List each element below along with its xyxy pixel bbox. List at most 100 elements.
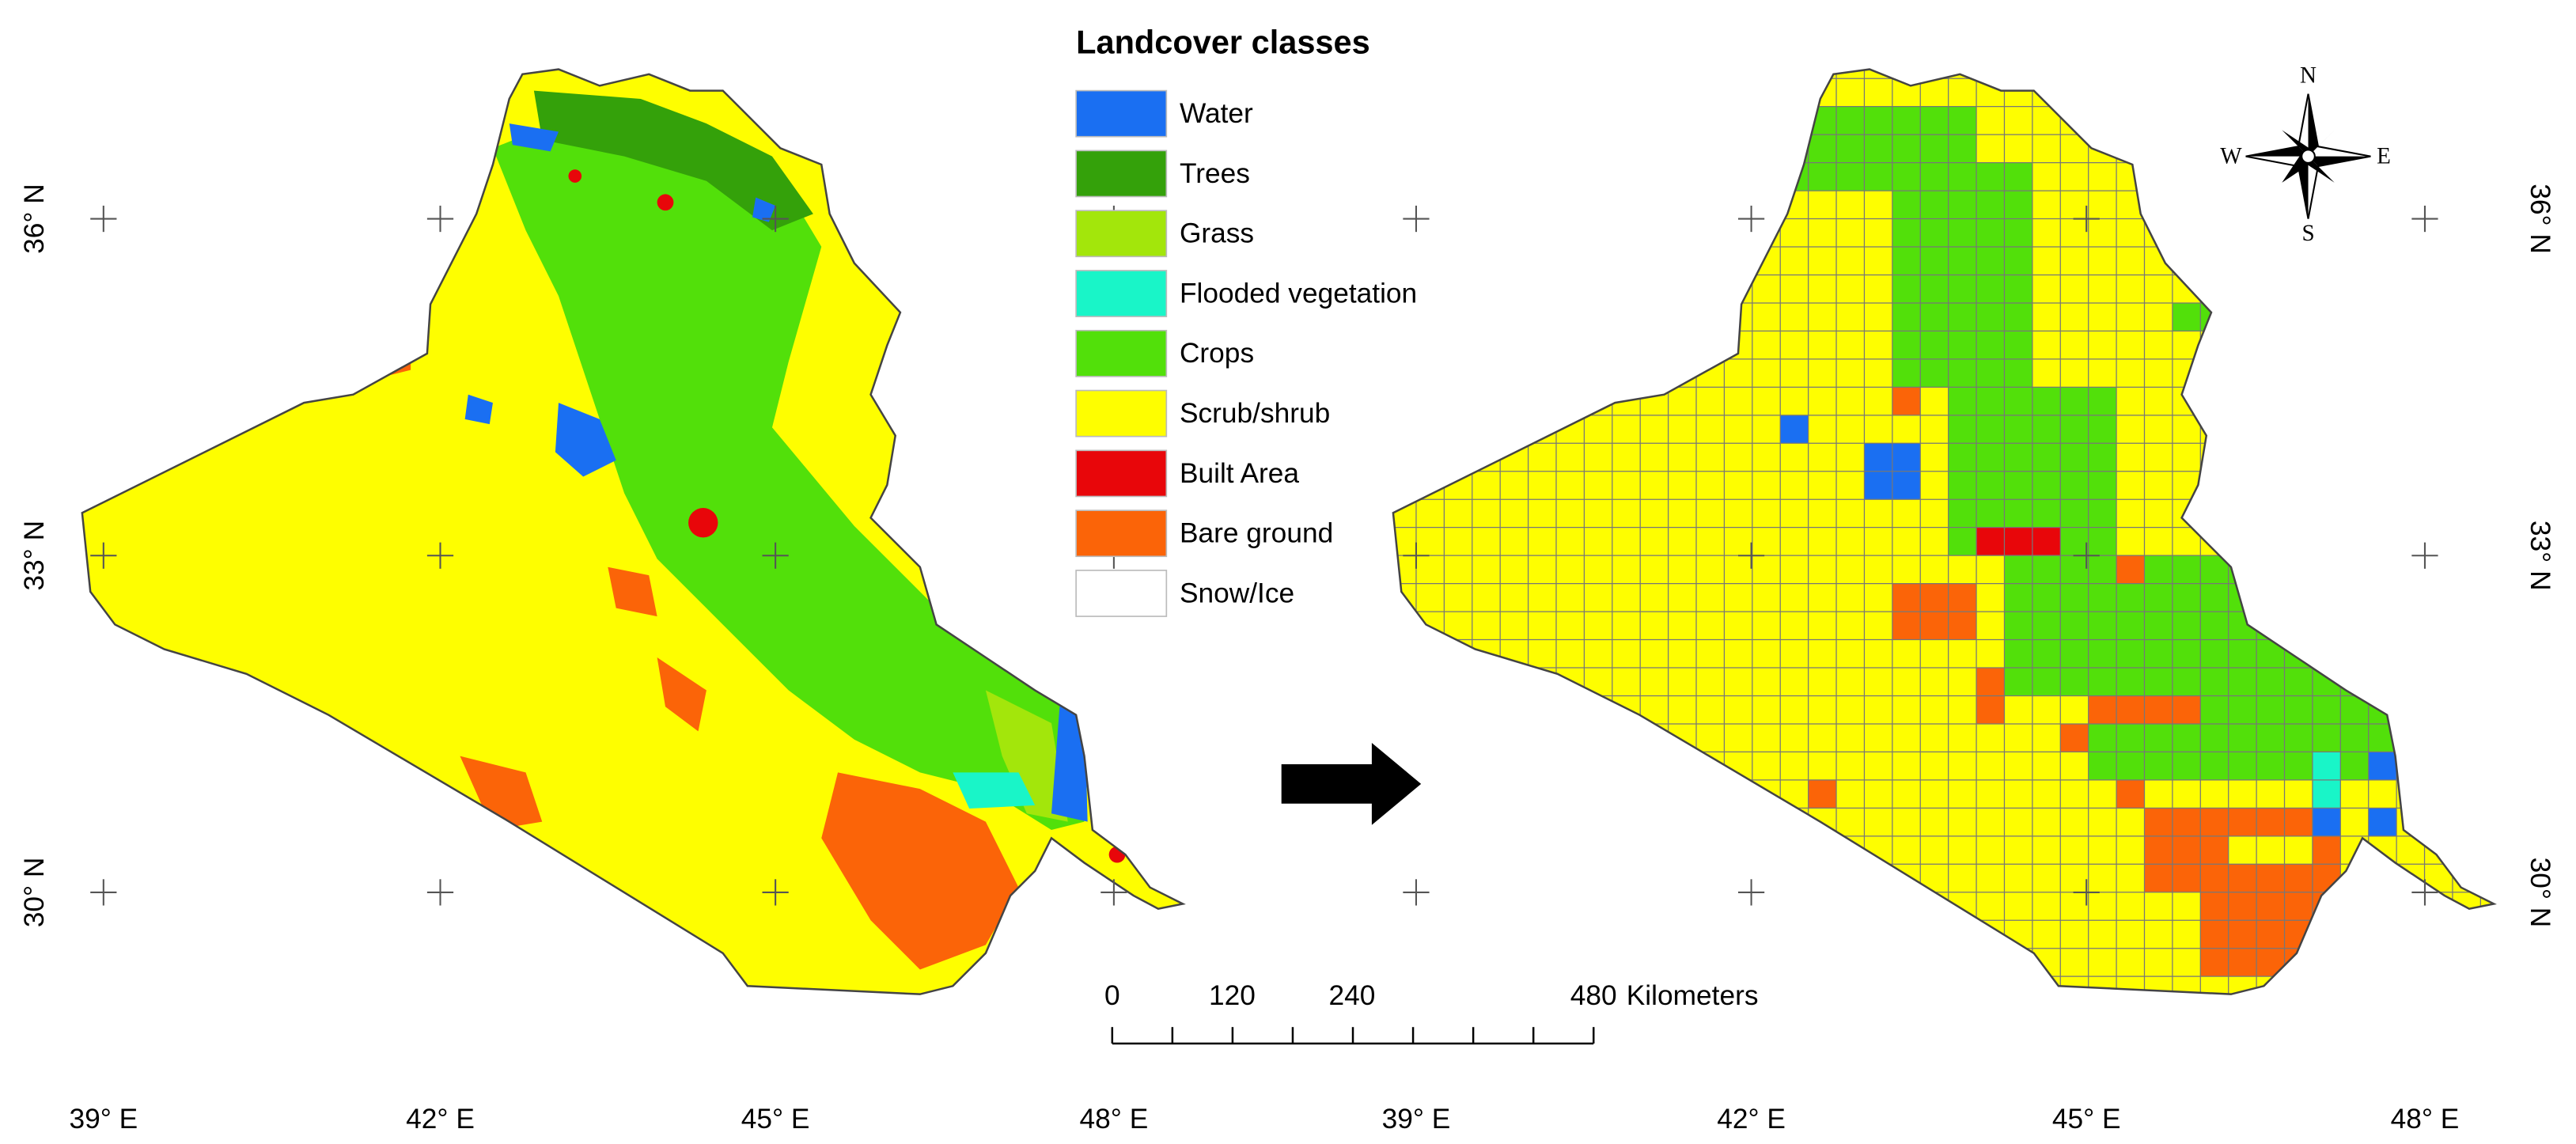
grid-cell <box>2144 612 2173 640</box>
grid-cell <box>2060 471 2089 500</box>
classified-map <box>81 68 1184 995</box>
grid-cell <box>2284 892 2313 921</box>
scale-unit: Kilometers <box>1627 980 1759 1011</box>
grid-cell <box>2312 668 2341 696</box>
grid-cell <box>2256 920 2285 949</box>
legend-swatch <box>1075 270 1168 317</box>
grid-cell <box>1780 106 1809 135</box>
grid-cell <box>2228 808 2257 836</box>
grid-cell <box>2228 639 2257 669</box>
grid-cell <box>2144 752 2173 780</box>
scale-label: 240 <box>1329 980 1376 1011</box>
trees-area <box>533 90 813 231</box>
grid-cell <box>2060 527 2089 556</box>
grid-cell <box>2256 612 2285 640</box>
grid-cell <box>2032 639 2061 669</box>
grid-cell <box>2312 723 2341 752</box>
grid-cell <box>2284 752 2313 780</box>
grid-cell <box>2172 639 2201 669</box>
grid-cell <box>2312 864 2341 892</box>
grass-area <box>985 690 1068 822</box>
grid-cell <box>2172 808 2201 836</box>
grid-cell <box>2172 583 2201 612</box>
grid-cell <box>1976 358 2005 388</box>
grid-cell <box>2060 668 2089 696</box>
grid-cell <box>2172 948 2201 977</box>
grid-cell <box>1864 443 1892 472</box>
grid-cell <box>1892 471 1921 500</box>
grid-cell <box>1948 218 1977 248</box>
grid-cell <box>1892 218 1921 248</box>
grid-cell <box>1808 162 1837 191</box>
grid-cell <box>2004 555 2032 584</box>
grid-cell <box>1808 134 1837 163</box>
grid-cell <box>1976 415 2005 444</box>
grid-cell <box>2284 583 2313 612</box>
grid-cell <box>2200 948 2229 977</box>
grid-cell <box>2060 415 2089 444</box>
grid-cell <box>2256 808 2285 836</box>
longitude-label: 45° E <box>741 1104 810 1135</box>
grid-cell <box>2004 499 2032 528</box>
latitude-label: 36° N <box>2525 184 2555 254</box>
grid-cell <box>2228 668 2257 696</box>
grid-cell <box>1948 358 1977 388</box>
grid-cell <box>2088 583 2117 612</box>
grid-cell <box>2228 695 2257 724</box>
grid-cell <box>2172 723 2201 752</box>
compass-n: N <box>2300 63 2317 89</box>
grid-cell <box>2312 835 2341 865</box>
legend-swatch <box>1075 389 1168 438</box>
grid-cell <box>1948 106 1977 135</box>
latitude-label: 33° N <box>19 521 50 591</box>
grid-cell <box>2256 864 2285 892</box>
grid-cell <box>2060 583 2089 612</box>
grid-cell <box>2200 864 2229 892</box>
grid-cell <box>2144 583 2173 612</box>
grid-cell <box>1920 612 1949 640</box>
grid-cell <box>2088 752 2117 780</box>
grid-cell <box>2116 779 2145 809</box>
lake <box>555 403 616 477</box>
grid-cell <box>1948 331 1977 359</box>
grid-cell <box>1920 134 1949 163</box>
compass-w: W <box>2220 143 2242 169</box>
grid-cell <box>1920 106 1949 135</box>
grid-cell <box>1948 415 1977 444</box>
grid-cell <box>2284 835 2313 865</box>
latitude-label: 30° N <box>19 858 50 928</box>
north-arrow: N S E W <box>2220 63 2391 246</box>
grid-cell <box>2004 191 2032 219</box>
arrow <box>1281 742 1422 825</box>
grid-cell <box>2200 583 2229 612</box>
legend-label: Built Area <box>1180 458 1299 489</box>
grid-cell <box>1752 134 1781 163</box>
grid-cell <box>1780 415 1809 444</box>
grid-cell <box>2200 668 2229 696</box>
grid-cell <box>2312 695 2341 724</box>
grid-cell <box>2284 723 2313 752</box>
grid-cell <box>2116 695 2145 724</box>
grid-cell <box>2368 752 2397 780</box>
grid-cell <box>2172 695 2201 724</box>
built-area <box>657 194 674 211</box>
scale-bar: 0 120 240 480 Kilometers <box>1104 980 1759 1045</box>
grid-cell <box>2004 668 2032 696</box>
grid-cell <box>1920 358 1949 388</box>
crops-area <box>492 115 1085 831</box>
grid-cell <box>2200 835 2229 865</box>
grid-cell <box>1948 134 1977 163</box>
grid-cell <box>1892 583 1921 612</box>
grid-cell <box>2004 443 2032 472</box>
grid-cell <box>2004 527 2032 556</box>
grid-cell <box>1920 583 1949 612</box>
grid-cell <box>1892 387 1921 415</box>
grid-cell <box>2088 612 2117 640</box>
grid-cell <box>1948 443 1977 472</box>
grid-cell <box>2032 668 2061 696</box>
longitude-label: 42° E <box>406 1104 475 1135</box>
legend-swatch <box>1075 570 1168 617</box>
grid-cell <box>2032 415 2061 444</box>
grid-cell <box>1892 612 1921 640</box>
grid-cell <box>1892 134 1921 163</box>
